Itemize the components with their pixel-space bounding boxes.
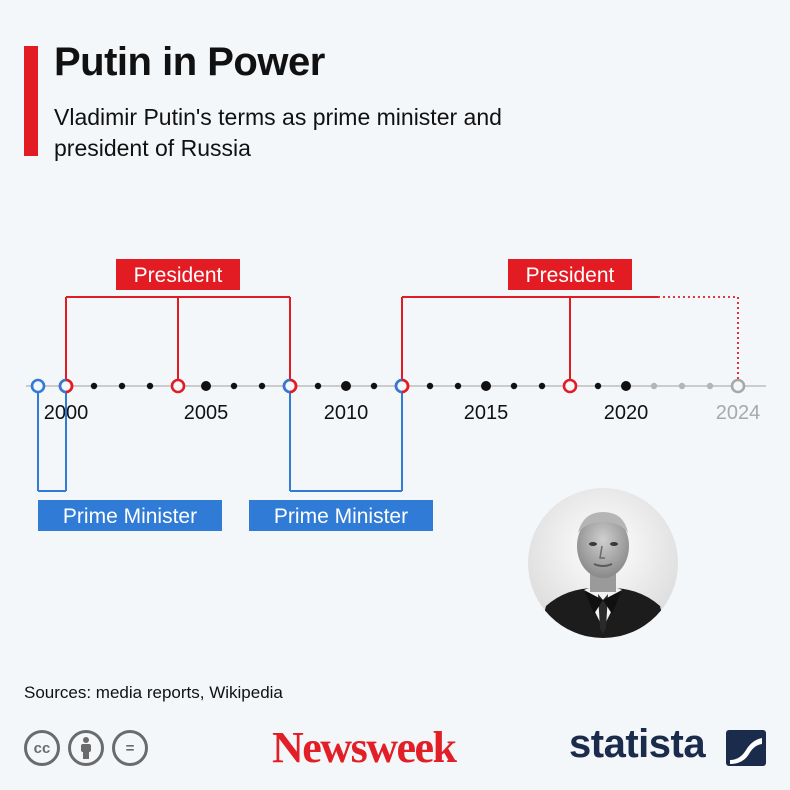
term-label-box-1 [508,259,632,290]
year-dot-2005 [201,381,211,391]
attribution-icon[interactable] [68,730,104,766]
year-dot-2006 [230,382,238,390]
year-dot-2015 [481,381,491,391]
term-mark-split-right-2008 [289,378,298,394]
term-mark-2024 [730,378,746,394]
term-mark-2018 [562,378,578,394]
chart-title: Putin in Power [54,40,325,84]
term-mark-2004 [170,378,186,394]
year-dot-2003 [146,382,154,390]
no-derivatives-icon[interactable]: = [112,730,148,766]
term-label-2: Prime Minister [63,505,197,528]
term-label-3: Prime Minister [274,505,408,528]
tick-label-2015: 2015 [464,402,509,424]
year-dot-2022 [678,382,686,390]
term-mark-split-left-2000 [58,378,67,394]
year-dot-2020 [621,381,631,391]
year-dot-2014 [454,382,462,390]
year-dot-2023 [706,382,714,390]
year-dot-2021 [650,382,658,390]
year-dot-2019 [594,382,602,390]
license-icons: cc = [24,730,148,766]
term-mark-split-left-2012 [394,378,403,394]
year-dot-2013 [426,382,434,390]
tick-label-2024: 2024 [716,402,761,424]
year-dot-2016 [510,382,518,390]
tick-label-2010: 2010 [324,402,369,424]
term-label-box-0 [116,259,240,290]
year-dot-2002 [118,382,126,390]
year-dot-2010 [341,381,351,391]
cc-icon[interactable]: cc [24,730,60,766]
title-accent-bar [24,46,38,156]
sources-note: Sources: media reports, Wikipedia [24,683,283,702]
term-label-box-2 [38,500,222,531]
newsweek-logo[interactable]: Newsweek [272,723,457,772]
year-dot-2007 [258,382,266,390]
year-dot-2001 [90,382,98,390]
term-label-box-3 [249,500,433,531]
term-mark-split-left-2008 [282,378,291,394]
term-mark-split-right-2000 [65,378,74,394]
tick-label-2005: 2005 [184,402,229,424]
portrait-photo [528,488,678,638]
year-dot-2009 [314,382,322,390]
statista-mark-icon [726,730,766,766]
tick-label-2020: 2020 [604,402,649,424]
term-mark-1999 [30,378,46,394]
term-label-1: President [526,264,615,287]
year-dot-2011 [370,382,378,390]
chart-subtitle: Vladimir Putin's terms as prime minister… [54,104,502,161]
term-mark-split-right-2012 [401,378,410,394]
term-label-0: President [134,264,223,287]
year-dot-2017 [538,382,546,390]
statista-logo[interactable]: statista [569,722,706,766]
